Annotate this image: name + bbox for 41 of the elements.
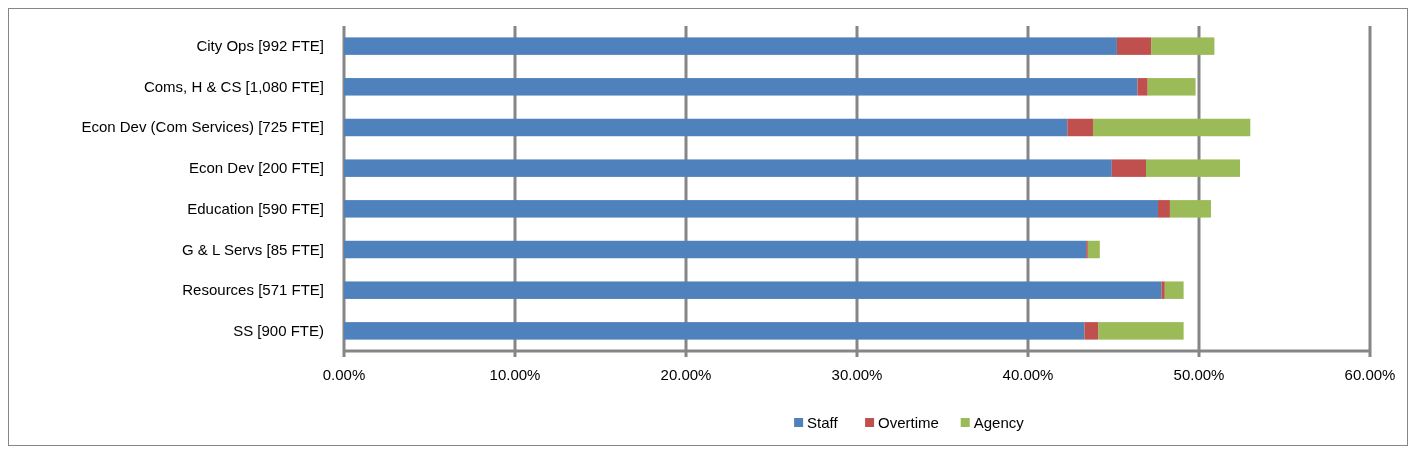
y-tick-label: G & L Servs [85 FTE] bbox=[182, 240, 324, 258]
bar bbox=[344, 78, 1138, 96]
legend-label: Staff bbox=[807, 414, 839, 431]
bar bbox=[1098, 322, 1184, 340]
x-tick-label: 10.00% bbox=[489, 366, 541, 383]
bar bbox=[344, 322, 1085, 340]
bar bbox=[1157, 200, 1170, 218]
y-tick-label: City Ops [992 FTE] bbox=[196, 37, 324, 55]
x-tick-label: 60.00% bbox=[1344, 366, 1396, 383]
bar bbox=[1161, 281, 1165, 299]
y-tick-label: Education [590 FTE] bbox=[187, 199, 324, 217]
bar bbox=[1087, 240, 1100, 259]
bar bbox=[1092, 118, 1251, 137]
bar bbox=[1147, 78, 1196, 96]
y-tick-label: Coms, H & CS [1,080 FTE] bbox=[143, 77, 324, 95]
bar bbox=[1116, 37, 1152, 55]
x-tick-label: 30.00% bbox=[831, 366, 883, 383]
x-tick-label: 40.00% bbox=[1002, 366, 1054, 383]
bar bbox=[344, 37, 1117, 55]
bar bbox=[1145, 159, 1241, 177]
x-tick-label: 20.00% bbox=[660, 366, 712, 383]
y-tick-label: Resources [571 FTE] bbox=[182, 281, 324, 299]
y-tick-label: Econ Dev (Com Services) [725 FTE] bbox=[81, 118, 324, 136]
bar bbox=[344, 159, 1112, 177]
x-tick-label: 50.00% bbox=[1173, 366, 1225, 383]
bar bbox=[344, 240, 1087, 259]
x-tick-label: 0.00% bbox=[322, 366, 366, 383]
y-tick-label: SS [900 FTE) bbox=[233, 321, 324, 339]
bar bbox=[1067, 118, 1093, 137]
bar bbox=[1151, 37, 1215, 55]
y-tick-label: Econ Dev [200 FTE] bbox=[188, 159, 324, 177]
legend-label: Overtime bbox=[878, 414, 939, 431]
legend-label: Agency bbox=[973, 414, 1025, 431]
bar bbox=[1169, 200, 1211, 218]
bar bbox=[1111, 159, 1146, 177]
bar bbox=[1164, 281, 1184, 299]
bar bbox=[344, 200, 1158, 218]
bar bbox=[1137, 78, 1148, 96]
bar bbox=[344, 281, 1162, 299]
bar bbox=[344, 118, 1068, 137]
bar bbox=[1084, 322, 1099, 340]
